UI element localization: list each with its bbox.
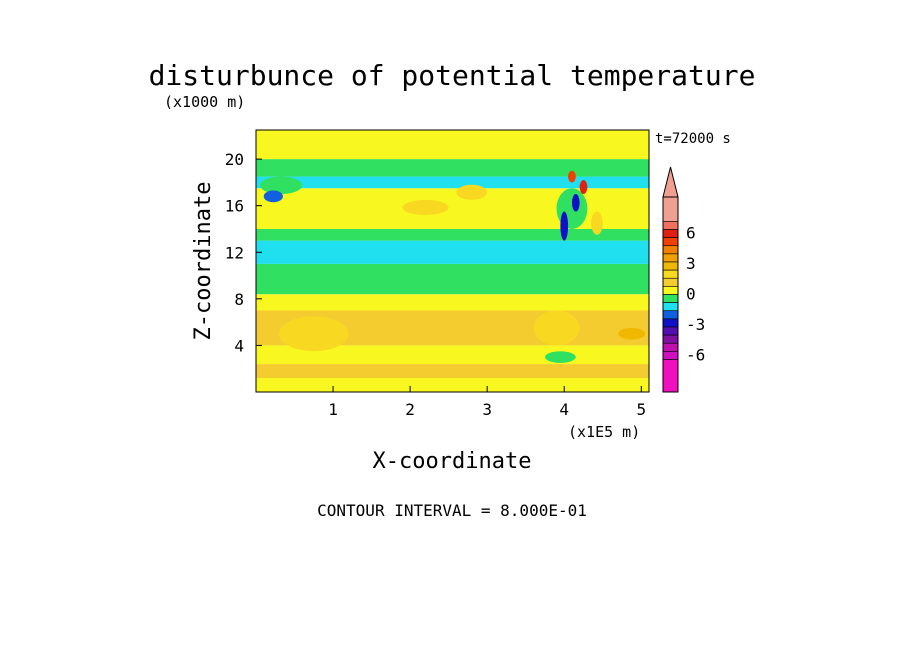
field-feature xyxy=(259,176,303,195)
y-tick-label: 16 xyxy=(225,197,244,216)
colorbar-arrow xyxy=(662,166,679,198)
colorbar-swatch xyxy=(662,351,679,360)
field-feature xyxy=(279,316,349,352)
y-tick-label: 8 xyxy=(234,290,244,309)
colorbar-swatch xyxy=(662,318,679,328)
colorbar-swatch xyxy=(662,221,679,230)
field-feature xyxy=(618,327,646,340)
colorbar-swatch xyxy=(662,196,679,222)
colorbar-swatch xyxy=(662,334,679,344)
field-feature xyxy=(402,199,449,216)
colorbar-swatch xyxy=(662,294,679,303)
colorbar-label: 6 xyxy=(686,224,696,243)
plot-frame xyxy=(255,129,650,393)
colorbar-label: -6 xyxy=(686,345,705,364)
colorbar-swatch xyxy=(662,253,679,263)
time-label: t=72000 s xyxy=(655,131,731,147)
colorbar-swatch xyxy=(662,286,679,295)
y-tick-label: 4 xyxy=(234,336,244,355)
field-feature xyxy=(571,194,580,212)
x-axis: 1 2 3 4 5 xyxy=(328,386,646,419)
x-tick-label: 4 xyxy=(559,400,569,419)
field-feature xyxy=(579,180,588,195)
x-axis-label: X-coordinate xyxy=(373,449,532,474)
field-feature xyxy=(544,351,576,363)
field-band xyxy=(256,159,649,177)
colorbar-swatch xyxy=(662,326,679,336)
colorbar-label: -3 xyxy=(686,315,705,334)
field-band xyxy=(256,188,649,229)
colorbar-label: 3 xyxy=(686,254,696,273)
field-band xyxy=(256,378,649,392)
chart-title: disturbunce of potential temperature xyxy=(149,59,756,92)
y-axis: 4 8 12 16 20 xyxy=(225,150,262,355)
colorbar-swatch xyxy=(662,359,679,393)
x-unit-label: (x1E5 m) xyxy=(568,423,640,441)
colorbar-swatch xyxy=(662,310,679,320)
colorbar-frame xyxy=(662,196,679,393)
x-tick-label: 5 xyxy=(636,400,646,419)
field-feature xyxy=(533,310,580,346)
colorbar-swatch xyxy=(662,237,679,247)
field-feature xyxy=(263,190,283,203)
field-feature xyxy=(456,184,488,200)
field-feature xyxy=(568,170,576,183)
y-tick-label: 20 xyxy=(225,150,244,169)
x-tick-label: 2 xyxy=(405,400,415,419)
y-unit-label: (x1000 m) xyxy=(164,93,245,111)
field-band xyxy=(256,130,649,160)
y-tick-label: 12 xyxy=(225,243,244,262)
x-tick-label: 1 xyxy=(328,400,338,419)
y-axis-label: Z-coordinate xyxy=(191,182,216,341)
field-feature xyxy=(591,211,603,235)
colorbar-label: 0 xyxy=(686,285,696,304)
field-band xyxy=(256,263,649,295)
colorbar-swatch xyxy=(662,245,679,255)
field-band xyxy=(256,364,649,379)
field-band xyxy=(256,294,649,311)
field-feature xyxy=(560,211,569,241)
colorbar-swatch xyxy=(662,229,679,238)
temperature-field xyxy=(256,130,649,392)
colorbar: 6 3 0 -3 -6 xyxy=(662,166,705,393)
field-band xyxy=(256,240,649,264)
colorbar-swatch xyxy=(662,261,679,271)
field-band xyxy=(256,228,649,241)
colorbar-swatch xyxy=(662,277,679,287)
field-band xyxy=(256,176,649,189)
colorbar-swatch xyxy=(662,342,679,352)
colorbar-swatch xyxy=(662,269,679,279)
contour-interval-note: CONTOUR INTERVAL = 8.000E-01 xyxy=(317,501,587,520)
x-tick-label: 3 xyxy=(482,400,492,419)
colorbar-swatch xyxy=(662,302,679,312)
